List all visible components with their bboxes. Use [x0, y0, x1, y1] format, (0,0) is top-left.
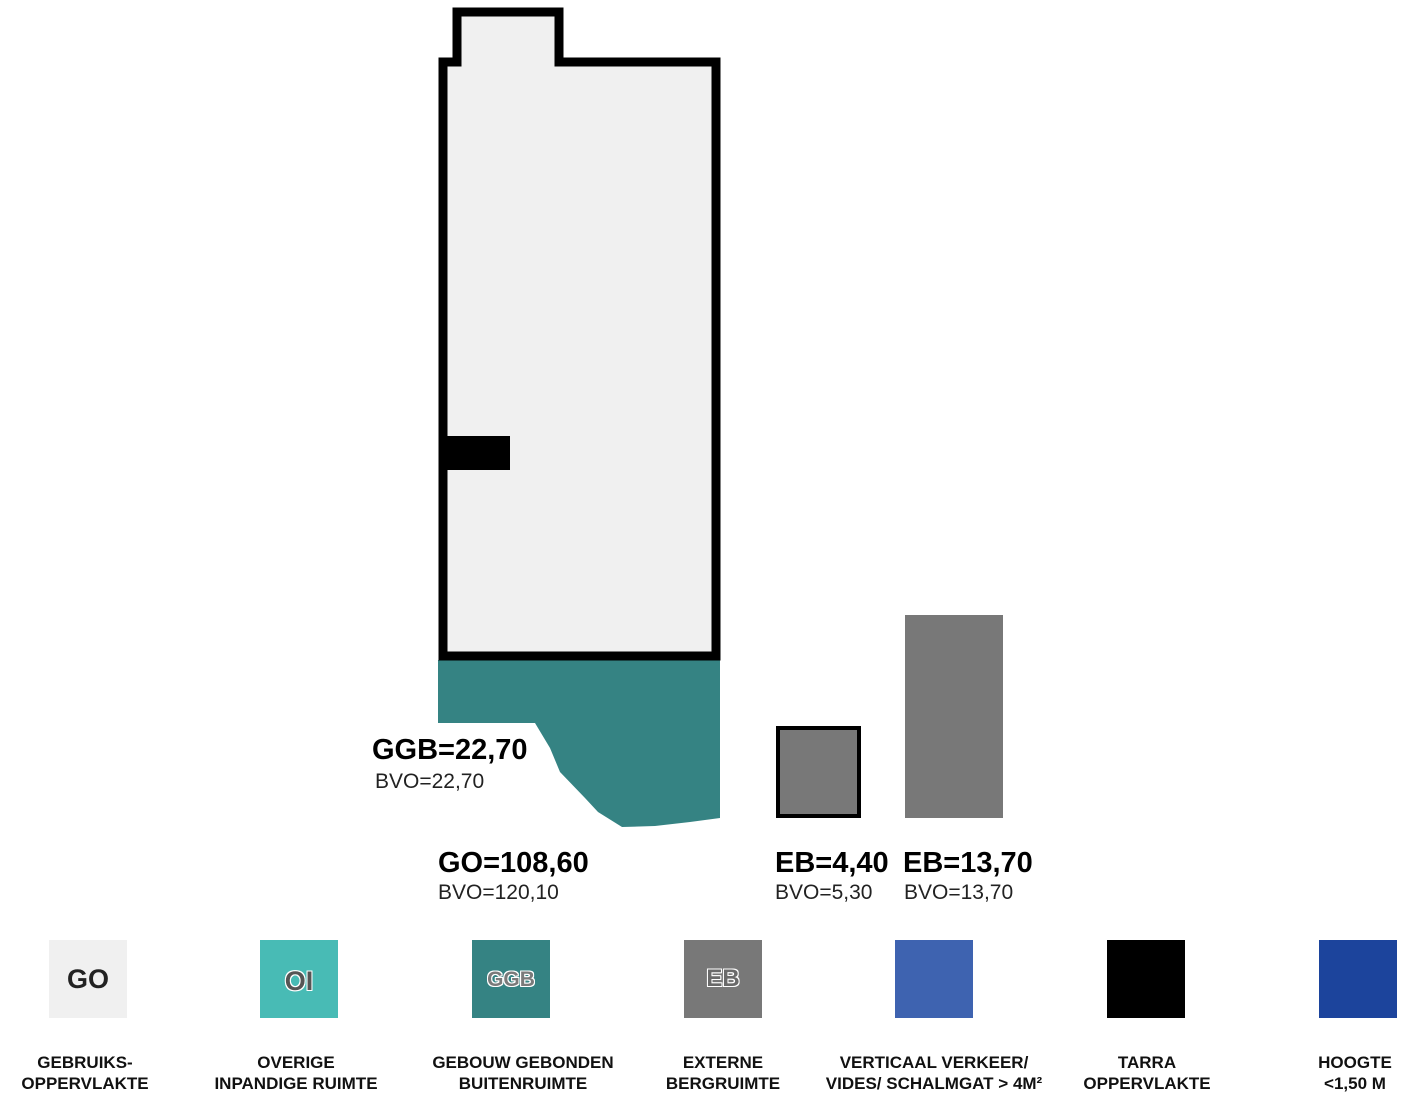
eb-large-title: EB=13,70: [903, 847, 1033, 879]
legend-swatch-eb: EB: [684, 940, 762, 1018]
legend-label-tarra-line2: OPPERVLAKTE: [1083, 1074, 1211, 1093]
wall-stub: [440, 436, 510, 470]
go-area-bvo: BVO=120,10: [438, 881, 559, 904]
legend-label-ggb-line1: GEBOUW GEBONDEN: [432, 1053, 614, 1072]
legend-swatch-oi: OI: [260, 940, 338, 1018]
outer-wall: [438, 7, 721, 661]
legend-label-vertical-traffic-line1: VERTICAAL VERKEER/: [839, 1053, 1029, 1072]
ggb-area-bvo: BVO=22,70: [375, 770, 485, 793]
eb-small-bvo: BVO=5,30: [775, 881, 873, 904]
legend-label-tarra-line1: TARRA: [1117, 1053, 1177, 1072]
legend-label-ggb: GEBOUW GEBONDEN BUITENRUIMTE: [398, 1052, 648, 1094]
ggb-area-title: GGB=22,70: [372, 734, 528, 766]
ggb-area: [438, 660, 720, 827]
legend-label-vertical-traffic-line2: VIDES/ SCHALMGAT > 4M²: [825, 1074, 1043, 1093]
legend-code-ggb: GGB: [487, 967, 535, 991]
legend-label-height: HOOGTE <1,50 M: [1230, 1052, 1402, 1094]
go-area-title: GO=108,60: [438, 847, 589, 879]
eb-small-title: EB=4,40: [775, 847, 889, 879]
legend-swatch-tarra: [1107, 940, 1185, 1018]
legend-label-ggb-line2: BUITENRUIMTE: [458, 1074, 588, 1093]
legend-label-eb: EXTERNE BERGRUIMTE: [598, 1052, 848, 1094]
legend-label-oi: OVERIGE INPANDIGE RUIMTE: [171, 1052, 421, 1094]
legend-label-go-line2: OPPERVLAKTE: [21, 1074, 149, 1093]
legend-label-tarra: TARRA OPPERVLAKTE: [1022, 1052, 1272, 1094]
legend-label-go-line1: GEBRUIKS-: [37, 1053, 133, 1072]
legend-label-oi-line2: INPANDIGE RUIMTE: [214, 1074, 378, 1093]
legend-code-go: GO: [66, 963, 109, 994]
legend-swatch-ggb: GGB: [472, 940, 550, 1018]
legend-label-height-line1: HOOGTE: [1318, 1053, 1392, 1072]
eb-large-bvo: BVO=13,70: [904, 881, 1014, 904]
eb-storage-large: [905, 615, 1003, 818]
legend-swatch-height: [1319, 940, 1397, 1018]
legend-label-eb-line1: EXTERNE: [682, 1053, 764, 1072]
legend-label-height-line2: <1,50 M: [1324, 1074, 1386, 1093]
legend-code-oi: OI: [284, 965, 314, 996]
legend-swatch-go: GO: [49, 940, 127, 1018]
legend-label-vertical-traffic: VERTICAAL VERKEER/ VIDES/ SCHALMGAT > 4M…: [809, 1052, 1059, 1094]
legend-label-eb-line2: BERGRUIMTE: [665, 1074, 781, 1093]
legend-swatch-vertical-traffic: [895, 940, 973, 1018]
go-area: [442, 12, 716, 655]
legend-code-eb: EB: [706, 965, 740, 992]
eb-storage-small: [776, 726, 861, 818]
legend-label-oi-line1: OVERIGE: [257, 1053, 335, 1072]
legend-label-go: GEBRUIKS- OPPERVLAKTE: [0, 1052, 210, 1094]
